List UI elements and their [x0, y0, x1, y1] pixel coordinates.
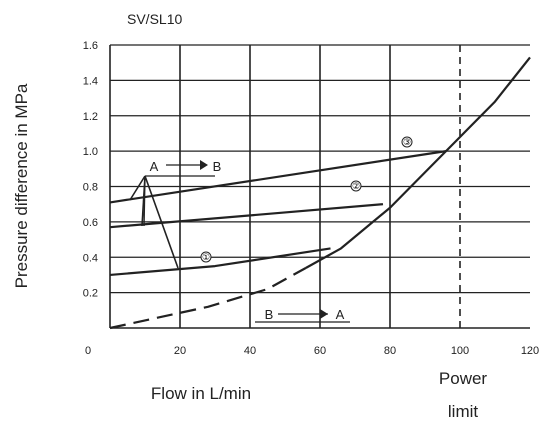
power-limit-label-1: Power	[439, 369, 488, 388]
plot-area: 0 20 40 60 80 100 120 0.2 0.4 0.6 0.8 1.0 1.2 1.4 1.6 ③…	[83, 40, 539, 357]
series-label-circle	[401, 136, 413, 148]
annotation-label: B	[265, 307, 274, 322]
series-line	[109, 203, 384, 229]
annotation-label: B	[213, 159, 222, 174]
x-tick-label: 40	[244, 345, 256, 357]
series-line	[109, 150, 447, 204]
x-axis-label: Flow in L/min	[151, 384, 251, 403]
y-axis-label: Pressure difference in MPa	[12, 83, 31, 288]
y-tick-label: 0.8	[83, 182, 98, 194]
y-tick-label: 0.6	[83, 217, 98, 229]
y-tick-label: 1.2	[83, 111, 98, 123]
y-tick-label: 1.6	[83, 40, 98, 52]
annotation-label: A	[150, 159, 159, 174]
series-label: ①	[202, 253, 210, 263]
x-tick-label: 120	[521, 345, 539, 357]
y-tick-label: 1.0	[83, 146, 98, 158]
y-tick-label: 1.4	[83, 75, 98, 87]
series-line	[109, 266, 307, 330]
y-tick-label: 0.2	[83, 288, 98, 300]
x-tick-label: 80	[384, 345, 396, 357]
leader-line	[129, 175, 146, 201]
x-tick-label: 20	[174, 345, 186, 357]
x-tick-label: 100	[451, 345, 469, 357]
power-limit-label-2: limit	[448, 402, 478, 421]
leader-line	[144, 175, 179, 269]
chart-title: SV/SL10	[127, 11, 182, 27]
series-label-circle	[350, 180, 362, 192]
series-line	[109, 247, 331, 277]
series-label: ③	[403, 138, 411, 148]
series-label: ②	[352, 182, 360, 192]
leader-line	[143, 175, 146, 227]
arrow-head	[320, 309, 328, 319]
arrow-head	[200, 160, 208, 170]
x-tick-label: 0	[85, 345, 91, 357]
series-label-circle	[200, 251, 212, 263]
y-tick-label: 0.4	[83, 252, 98, 264]
annotation-label: A	[336, 307, 345, 322]
series-line	[305, 56, 531, 269]
x-tick-label: 60	[314, 345, 326, 357]
